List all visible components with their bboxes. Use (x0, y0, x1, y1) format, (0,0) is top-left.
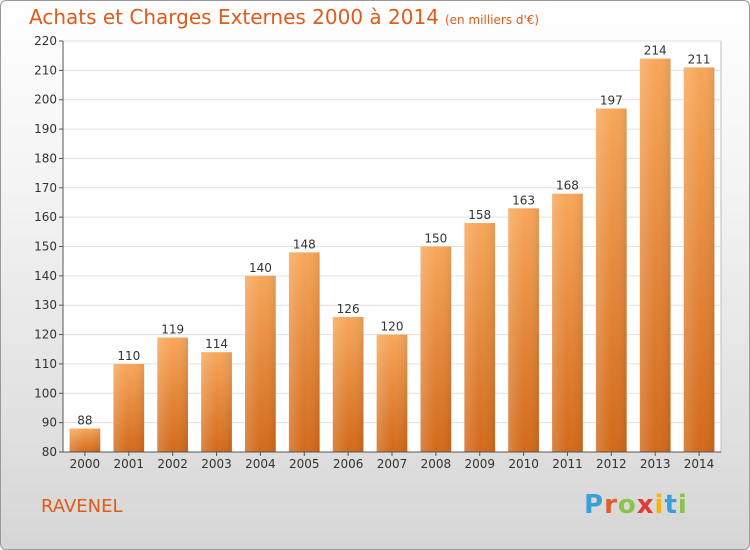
data-label: 150 (424, 232, 447, 246)
x-tick-label: 2009 (464, 457, 495, 471)
bar-shine (113, 363, 145, 452)
data-label: 148 (293, 237, 316, 251)
y-tick-label: 170 (34, 181, 57, 195)
bar-shine (69, 428, 101, 452)
x-tick-label: 2007 (377, 457, 408, 471)
y-tick-label: 130 (34, 298, 57, 312)
x-tick-label: 2006 (333, 457, 364, 471)
y-tick-label: 80 (42, 445, 57, 459)
chart-title-unit: (en milliers d'€) (444, 13, 540, 27)
commune-name: RAVENEL (41, 496, 123, 517)
bar-shine (508, 208, 539, 452)
logo-letter: t (664, 490, 678, 520)
x-tick-label: 2012 (596, 457, 627, 471)
y-tick-label: 150 (34, 240, 57, 254)
data-label: 120 (381, 320, 404, 334)
x-tick-label: 2002 (157, 457, 188, 471)
x-tick-label: 2013 (640, 457, 671, 471)
data-label: 168 (556, 179, 579, 193)
y-tick-label: 120 (34, 328, 57, 342)
bar-shine (201, 352, 232, 452)
x-tick-label: 2005 (289, 457, 320, 471)
y-tick-label: 190 (34, 122, 57, 136)
x-tick-label: 2008 (421, 457, 452, 471)
x-tick-label: 2001 (114, 457, 145, 471)
x-axis: 2000 2001 2002 2003 2004 2005 2006 2007 2008 2009… (63, 451, 721, 471)
x-tick-label: 2004 (245, 457, 276, 471)
bar-shine (683, 67, 715, 453)
x-tick-label: 2010 (508, 457, 539, 471)
bars-group: 88 110 119 114 140 148 126 120 150 158 163 168 197 21… (69, 44, 715, 453)
logo-letter: P (584, 490, 605, 520)
bar-shine (464, 223, 496, 452)
data-label: 158 (468, 208, 491, 222)
logo-letter: i (654, 490, 665, 520)
logo-letter: i (677, 490, 688, 520)
chart-title: Achats et Charges Externes 2000 à 2014 (e… (29, 5, 539, 29)
y-tick-label: 140 (34, 269, 57, 283)
y-tick-label: 90 (42, 416, 57, 430)
bar-shine (420, 246, 452, 452)
x-tick-label: 2003 (201, 457, 232, 471)
y-tick-label: 220 (34, 34, 57, 48)
logo-letter: r (604, 490, 618, 520)
data-label: 197 (600, 94, 623, 108)
bar-shine (157, 337, 189, 452)
data-label: 214 (644, 44, 667, 58)
y-tick-label: 100 (34, 386, 57, 400)
proxiti-logo: Proxiti (584, 490, 688, 520)
chart-title-text: Achats et Charges Externes 2000 à 2014 (29, 5, 439, 29)
y-tick-label: 180 (34, 151, 57, 165)
y-axis: 80 90 100 110 120 130 140 150 160 170 180 190 200 210… (34, 34, 64, 459)
bar-shine (595, 108, 627, 453)
y-tick-label: 200 (34, 93, 57, 107)
data-label: 140 (249, 261, 272, 275)
y-tick-label: 160 (34, 210, 57, 224)
data-label: 163 (512, 193, 535, 207)
data-label: 110 (117, 349, 140, 363)
x-tick-label: 2014 (684, 457, 715, 471)
bar-shine (639, 58, 671, 452)
data-label: 211 (688, 52, 711, 66)
bar-shine (288, 252, 320, 452)
bar-shine (332, 316, 364, 452)
logo-letter: x (636, 490, 655, 520)
y-tick-label: 110 (34, 357, 57, 371)
bar-shine (552, 193, 583, 452)
data-label: 88 (77, 414, 92, 428)
data-label: 119 (161, 323, 184, 337)
bar-shine (376, 334, 408, 452)
bar-shine (245, 275, 276, 452)
x-tick-label: 2011 (552, 457, 583, 471)
data-label: 114 (205, 337, 228, 351)
x-tick-label: 2000 (70, 457, 101, 471)
logo-letter: o (617, 490, 637, 520)
data-label: 126 (337, 302, 360, 316)
y-tick-label: 210 (34, 63, 57, 77)
